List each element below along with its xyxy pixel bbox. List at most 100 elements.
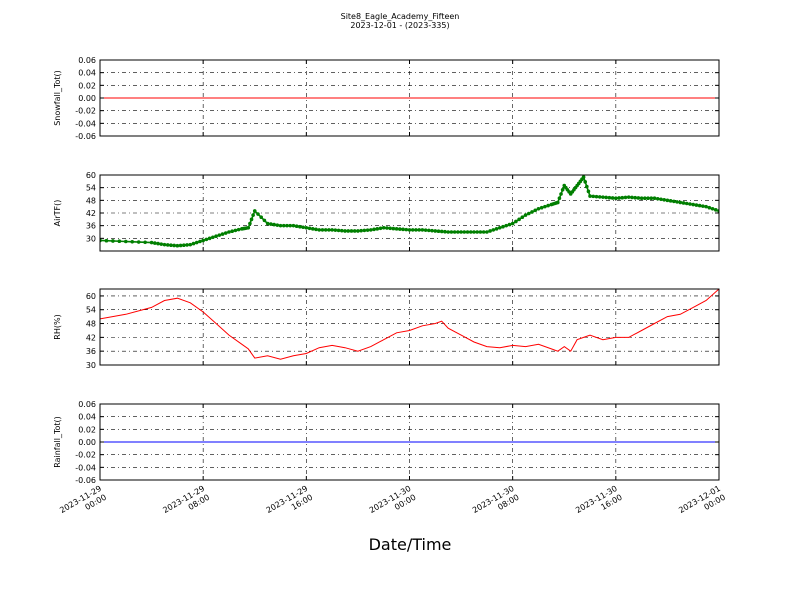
x-tick-label: 2023-11-2916:00 (265, 484, 315, 524)
y-tick-label: -0.02 (75, 107, 96, 116)
airtf-point (560, 187, 565, 192)
airtf-point (504, 223, 509, 228)
airtf-point (185, 243, 189, 247)
airtf-point (362, 228, 367, 233)
snowfall-y-axis-label: Snowfall_Tot() (53, 70, 62, 126)
y-tick-label: 54 (86, 184, 96, 193)
airtf-point (704, 204, 708, 209)
airtf-point (510, 221, 515, 226)
airtf-point (372, 227, 376, 232)
airtf-point (710, 206, 715, 211)
airtf-point (475, 230, 480, 234)
y-tick-label: -0.02 (75, 451, 96, 460)
airtf-point (604, 195, 608, 200)
airtf-point (388, 226, 392, 231)
airtf-point (211, 235, 215, 240)
airtf-point (585, 184, 589, 189)
airtf-point (491, 228, 496, 232)
airtf-point (165, 243, 170, 247)
airtf-point (414, 228, 418, 232)
y-tick-label: 54 (86, 306, 96, 315)
airtf-point (111, 239, 115, 243)
rh-line (100, 289, 719, 360)
airtf-point (201, 238, 205, 243)
airtf-point (530, 210, 534, 214)
airtf-point (446, 230, 450, 234)
chart-title: Site8_Eagle_Academy_Fifteen (341, 12, 460, 21)
airtf-point (230, 229, 234, 234)
y-tick-label: -0.04 (75, 463, 96, 472)
airtf-point (668, 199, 673, 203)
x-tick-label: 2023-11-3016:00 (574, 484, 624, 524)
airtf-point (359, 228, 363, 233)
airtf-point (130, 239, 135, 244)
y-tick-label: 0.04 (78, 413, 96, 422)
airtf-point (169, 243, 173, 247)
airtf-point (707, 205, 712, 210)
airtf-point (468, 230, 473, 234)
y-tick-label: -0.06 (75, 132, 96, 141)
airtf-point (556, 200, 560, 205)
airtf-point (546, 203, 550, 208)
airtf-point (526, 211, 531, 216)
airtf-point (162, 242, 167, 247)
panel-snowfall: 0.06 0.04 0.02 0.00 -0.02 -0.04 -0.06 Snowfall_… (53, 56, 720, 141)
airtf-point (410, 228, 415, 232)
airtf-point (427, 228, 431, 233)
y-tick-label: 60 (86, 171, 96, 180)
airtf-point (407, 228, 412, 232)
airtf-point (697, 203, 702, 208)
airtf-point (675, 200, 679, 204)
airtf-point (610, 196, 615, 200)
airtf-point (591, 194, 596, 199)
airtf-point (339, 228, 344, 233)
airtf-point (281, 223, 286, 228)
airtf-point (617, 196, 621, 200)
airtf-point (249, 217, 254, 222)
airtf-point (614, 196, 618, 201)
airtf-point (459, 230, 463, 234)
airtf-point (252, 209, 257, 213)
airtf-point (684, 201, 689, 206)
airtf-point (246, 225, 251, 230)
airtf-point (694, 203, 699, 207)
airtf-point (523, 213, 528, 217)
airtf-point (178, 243, 183, 248)
y-tick-label: 30 (86, 361, 96, 370)
airtf-point (630, 195, 634, 200)
airtf-point (385, 226, 389, 230)
x-tick-label: 2023-11-3000:00 (368, 484, 418, 524)
airtf-point (539, 205, 544, 210)
airtf-point (310, 227, 315, 231)
airtf-point (691, 202, 696, 207)
airtf-point (472, 230, 476, 234)
airtf-point (227, 230, 231, 234)
x-tick-label: 2023-11-2900:00 (58, 484, 108, 524)
airtf-point (494, 227, 499, 231)
airtf-point (233, 228, 238, 233)
airtf-point (159, 242, 164, 246)
chart-subtitle: 2023-12-01 - (2023-335) (350, 21, 449, 30)
airtf-point (262, 218, 267, 223)
airtf-point (601, 195, 605, 199)
airtf-point (251, 213, 255, 217)
y-tick-label: -0.06 (75, 476, 96, 485)
airtf-point (581, 175, 586, 179)
airtf-point (649, 196, 654, 201)
y-tick-label: 0.00 (78, 94, 96, 103)
airtf-point (375, 227, 380, 231)
x-axis-label: Date/Time (369, 535, 452, 554)
airtf-point (449, 230, 454, 234)
airtf-point (404, 227, 409, 232)
airtf-point (430, 228, 434, 233)
airtf-point (207, 236, 212, 241)
airtf-point (398, 227, 402, 231)
airtf-point (275, 223, 280, 227)
airtf-point (346, 229, 351, 233)
y-tick-label: 0.04 (78, 69, 96, 78)
airtf-point (288, 223, 293, 228)
airtf-point (520, 215, 525, 220)
airtf-point (198, 239, 202, 244)
airtf-point (456, 230, 460, 234)
panels: 0.06 0.04 0.02 0.00 -0.02 -0.04 -0.06 Snowfall_… (53, 56, 727, 524)
